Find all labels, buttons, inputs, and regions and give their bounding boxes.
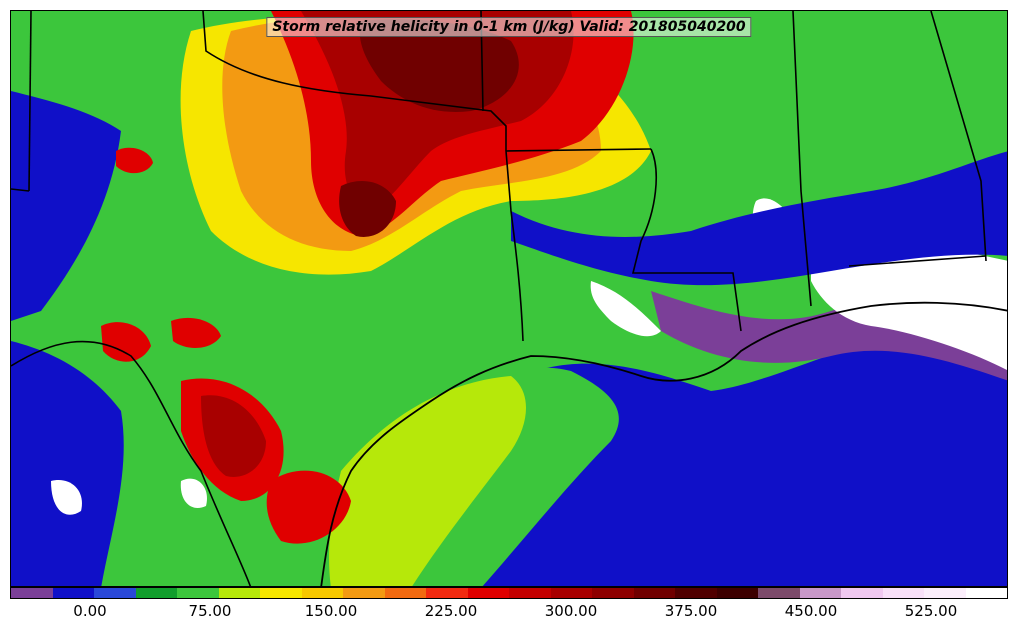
- colorbar-segment: [841, 588, 883, 598]
- colorbar-tick-label: 75.00: [188, 602, 232, 620]
- colorbar-segment: [384, 588, 426, 598]
- colorbar-segment: [467, 588, 509, 598]
- colorbar-tick-label: 150.00: [304, 602, 358, 620]
- colorbar-tick-label: 0.00: [73, 602, 107, 620]
- darkred-cluster-south-tx: [201, 395, 266, 477]
- red-cluster-west: [101, 322, 151, 362]
- colorbar-tick-labels: 0.00 75.00 150.00 225.00 300.00 375.00 450.00 5…: [10, 602, 1008, 624]
- white-spot-center: [180, 478, 207, 509]
- white-spots-west: [51, 480, 82, 515]
- gulf-coastline: [320, 301, 1007, 586]
- maroon-core-ok: [339, 181, 396, 237]
- colorbar-segment: [260, 588, 302, 598]
- state-boundaries: [11, 11, 987, 586]
- colorbar-segment: [426, 588, 468, 598]
- red-cluster-coastal-tx: [266, 470, 351, 544]
- colorbar-segment: [135, 588, 177, 598]
- colorbar-tick-label: 300.00: [544, 602, 598, 620]
- red-cluster-west-2: [171, 317, 221, 348]
- colorbar-segment: [218, 588, 260, 598]
- colorbar-segment: [882, 588, 924, 598]
- colorbar-segment: [343, 588, 385, 598]
- white-zone-la: [590, 281, 661, 337]
- helicity-map: [11, 11, 1007, 586]
- blue-band-middle: [511, 151, 1007, 286]
- colorbar-segment: [799, 588, 841, 598]
- maroon-core-north: [359, 19, 519, 112]
- colorbar-segment: [177, 588, 219, 598]
- colorbar-tick-label: 225.00: [424, 602, 478, 620]
- gulf-yellowgreen-coast: [329, 376, 526, 586]
- red-cluster-nw: [116, 147, 153, 174]
- colorbar-segment: [592, 588, 634, 598]
- colorbar-segment: [924, 588, 966, 598]
- colorbar-segment: [94, 588, 136, 598]
- colorbar-segment: [509, 588, 551, 598]
- colorbar-segment: [11, 588, 53, 598]
- blue-west-region: [11, 91, 121, 321]
- colorbar-segment: [675, 588, 717, 598]
- white-zone-east: [811, 246, 1007, 370]
- colorbar-segment: [716, 588, 758, 598]
- colorbar-segment: [633, 588, 675, 598]
- colorbar-segment: [301, 588, 343, 598]
- colorbar-tick-label: 450.00: [784, 602, 838, 620]
- map-panel: Storm relative helicity in 0-1 km (J/kg)…: [10, 10, 1008, 587]
- colorbar-segment: [550, 588, 592, 598]
- colorbar-segment: [965, 588, 1007, 598]
- blue-southwest-region: [11, 341, 124, 586]
- colorbar-segment: [758, 588, 800, 598]
- colorbar: [10, 587, 1008, 599]
- colorbar-segment: [52, 588, 94, 598]
- colorbar-tick-label: 375.00: [664, 602, 718, 620]
- map-title: Storm relative helicity in 0-1 km (J/kg)…: [266, 17, 752, 37]
- colorbar-tick-label: 525.00: [904, 602, 958, 620]
